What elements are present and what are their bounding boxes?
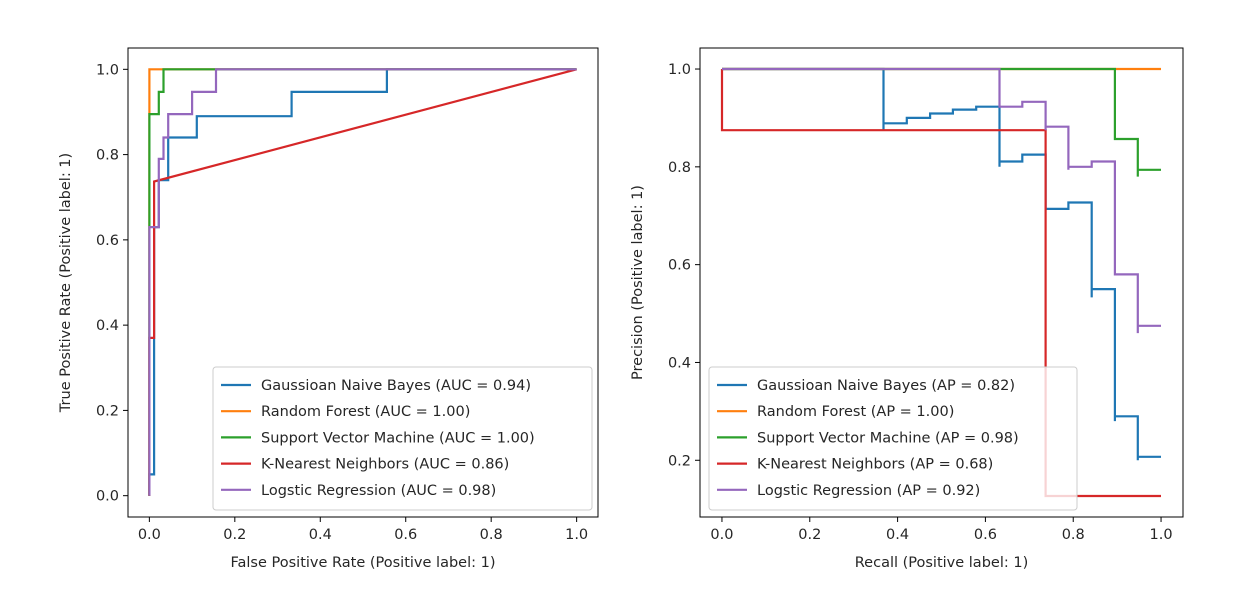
- precision-recall-curve-panel: 0.0 0.2 0.4 0.6 0.8 1.0 0.2 0.4 0.6 0.8 1.0 Recall …: [630, 47, 1184, 571]
- legend-box: [708, 366, 1078, 511]
- y-tick-label: 0.6: [96, 233, 119, 249]
- x-tick-label: 1.0: [565, 527, 588, 543]
- x-tick-label: 0.2: [223, 527, 246, 543]
- series-line-2: [722, 67, 1161, 177]
- y-tick-label: 0.6: [668, 258, 691, 274]
- y-tick-label: 0.4: [668, 355, 691, 371]
- series-line-0: [148, 68, 577, 496]
- legend-entry-1: Random Forest (AP = 1.00): [757, 404, 954, 420]
- y-tick-label: 0.4: [96, 318, 119, 334]
- y-tick-label: 0.8: [668, 160, 691, 176]
- legend-entry-2: Support Vector Machine (AP = 0.98): [757, 430, 1019, 446]
- y-tick-label: 0.0: [96, 489, 119, 505]
- legend-entry-1: Random Forest (AUC = 1.00): [261, 404, 470, 420]
- y-tick-label: 1.0: [668, 62, 691, 78]
- legend-box: [212, 366, 593, 511]
- axes-frame: [127, 47, 599, 518]
- legend-entry-3: K-Nearest Neighbors (AUC = 0.86): [261, 457, 509, 473]
- series-line-4: [722, 67, 1161, 334]
- x-tick-label: 0.4: [309, 527, 332, 543]
- legend: Gaussioan Naive Bayes (AP = 0.82) Random …: [708, 366, 1078, 511]
- x-tick-label: 1.0: [1150, 527, 1173, 543]
- series-line-2: [148, 68, 577, 496]
- x-axis-label: Recall (Positive label: 1): [855, 555, 1028, 571]
- y-tick-label: 0.8: [96, 148, 119, 164]
- axes-frame: [699, 47, 1184, 518]
- legend-entry-2: Support Vector Machine (AUC = 1.00): [261, 430, 535, 446]
- x-tick-label: 0.6: [394, 527, 417, 543]
- x-tick-label: 0.4: [886, 527, 909, 543]
- legend-entry-0: Gaussioan Naive Bayes (AUC = 0.94): [261, 378, 531, 394]
- y-tick-label: 1.0: [96, 62, 119, 78]
- x-tick-label: 0.6: [974, 527, 997, 543]
- y-axis-label: True Positive Rate (Positive label: 1): [58, 153, 74, 413]
- series-line-0: [722, 67, 1161, 461]
- x-axis-label: False Positive Rate (Positive label: 1): [231, 555, 496, 571]
- x-tick-label: 0.8: [480, 527, 503, 543]
- y-tick-label: 0.2: [668, 453, 691, 469]
- series-line-4: [148, 68, 577, 496]
- legend-entry-4: Logstic Regression (AP = 0.92): [757, 483, 980, 499]
- roc-curve-panel: 0.0 0.2 0.4 0.6 0.8 1.0 0.0 0.2 0.4 0.6 0.8 1.0 Fals…: [58, 47, 599, 571]
- legend-entry-0: Gaussioan Naive Bayes (AP = 0.82): [757, 378, 1015, 394]
- legend-entry-4: Logstic Regression (AUC = 0.98): [261, 483, 496, 499]
- y-tick-label: 0.2: [96, 403, 119, 419]
- x-tick-label: 0.2: [798, 527, 821, 543]
- y-axis-label: Precision (Positive label: 1): [630, 185, 646, 380]
- x-tick-label: 0.0: [710, 527, 733, 543]
- x-tick-label: 0.8: [1062, 527, 1085, 543]
- legend-entry-3: K-Nearest Neighbors (AP = 0.68): [757, 457, 993, 473]
- x-tick-label: 0.0: [138, 527, 161, 543]
- legend: Gaussioan Naive Bayes (AUC = 0.94) Random…: [212, 366, 593, 511]
